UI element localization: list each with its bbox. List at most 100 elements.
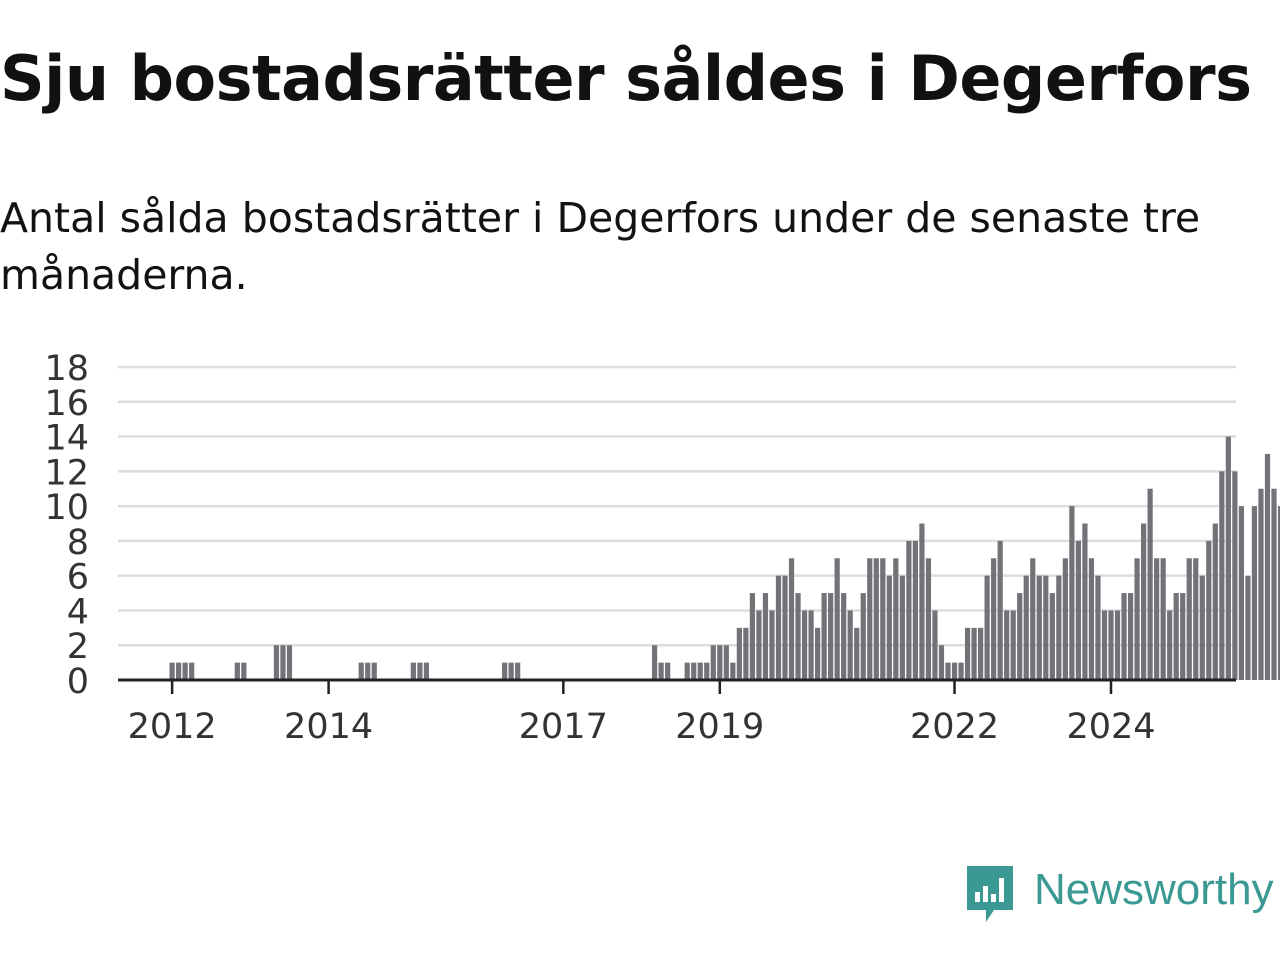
x-axis xyxy=(118,678,1236,694)
bar xyxy=(1225,436,1231,680)
chart-subtitle: Antal sålda bostadsrätter i Degerfors un… xyxy=(0,194,1201,299)
bar xyxy=(169,662,175,680)
x-tick-label: 2024 xyxy=(1066,707,1155,747)
bar xyxy=(978,627,984,680)
bar xyxy=(273,645,280,680)
bar xyxy=(1212,523,1218,680)
bar xyxy=(1186,558,1192,680)
bar xyxy=(1238,506,1244,680)
y-tick-label: 14 xyxy=(44,419,89,459)
bar xyxy=(938,645,945,680)
bar xyxy=(1180,593,1186,680)
bar xyxy=(801,610,808,680)
y-tick-label: 10 xyxy=(44,488,89,528)
bar xyxy=(717,645,723,680)
bar xyxy=(1114,610,1121,680)
bar xyxy=(182,662,188,680)
bar xyxy=(984,575,990,680)
bar xyxy=(1088,558,1095,680)
x-axis-tick-labels: 2012 2014 2017 2019 2022 2024 xyxy=(128,707,1156,747)
bar xyxy=(1167,610,1173,680)
y-tick-label: 8 xyxy=(67,523,89,563)
x-tick-label: 2022 xyxy=(910,707,999,747)
newsworthy-logo-icon xyxy=(967,866,1013,922)
bar xyxy=(1206,540,1212,680)
gridlines xyxy=(118,365,1236,647)
bar xyxy=(743,627,749,680)
bar xyxy=(1043,575,1049,680)
bar xyxy=(1121,593,1127,680)
bar xyxy=(704,662,710,680)
chart-title: Sju bostadsrätter såldes i Degerfors xyxy=(0,42,1252,115)
bar xyxy=(1134,558,1140,680)
bar xyxy=(1108,610,1114,680)
bar xyxy=(730,662,736,680)
bar xyxy=(873,558,879,680)
bar xyxy=(788,558,795,680)
bar xyxy=(697,662,703,680)
y-tick-label: 12 xyxy=(44,453,89,493)
x-tick-label: 2017 xyxy=(519,707,608,747)
bar xyxy=(815,627,821,680)
bar xyxy=(925,558,932,680)
bar xyxy=(762,593,769,680)
bar xyxy=(971,627,977,680)
bar xyxy=(1199,575,1205,680)
bar xyxy=(1127,593,1134,680)
bars xyxy=(169,436,1280,680)
bar xyxy=(1154,558,1160,680)
bar xyxy=(417,662,423,680)
bar xyxy=(684,662,690,680)
bar xyxy=(828,593,834,680)
bar xyxy=(502,662,508,680)
bar xyxy=(658,662,664,680)
bar xyxy=(880,558,886,680)
bar xyxy=(1004,610,1010,680)
y-tick-label: 6 xyxy=(67,558,89,598)
bar xyxy=(280,645,286,680)
bar xyxy=(1193,558,1199,680)
bar xyxy=(1251,506,1258,680)
bar xyxy=(1062,558,1068,680)
bar xyxy=(1017,593,1023,680)
bar xyxy=(1258,488,1264,680)
x-tick-label: 2019 xyxy=(675,707,764,747)
bar xyxy=(769,610,775,680)
bar xyxy=(508,662,514,680)
bar xyxy=(652,645,658,680)
bar xyxy=(808,610,814,680)
bar xyxy=(1069,506,1075,680)
bar xyxy=(1277,506,1280,680)
bar xyxy=(906,540,912,680)
bar xyxy=(1245,575,1251,680)
bar xyxy=(665,662,671,680)
y-tick-label: 0 xyxy=(67,662,89,702)
bar xyxy=(1010,610,1016,680)
bar xyxy=(1036,575,1042,680)
bar xyxy=(756,610,762,680)
bar xyxy=(1232,471,1238,680)
bar xyxy=(365,662,371,680)
bar xyxy=(932,610,938,680)
bar xyxy=(860,593,866,680)
bar xyxy=(1056,575,1062,680)
bar xyxy=(951,662,958,680)
bar xyxy=(821,593,827,680)
bar xyxy=(371,662,377,680)
bar xyxy=(945,662,951,680)
bar xyxy=(912,540,918,680)
bar xyxy=(176,662,182,680)
bar xyxy=(854,627,860,680)
bar xyxy=(919,523,925,680)
bar xyxy=(1173,593,1179,680)
bar xyxy=(1075,540,1081,680)
newsworthy-logo: Newsworthy xyxy=(964,864,1280,928)
bar xyxy=(691,662,697,680)
bar xyxy=(795,593,801,680)
bar xyxy=(991,558,997,680)
y-tick-label: 16 xyxy=(44,384,89,424)
bar xyxy=(410,662,416,680)
bar xyxy=(958,662,964,680)
